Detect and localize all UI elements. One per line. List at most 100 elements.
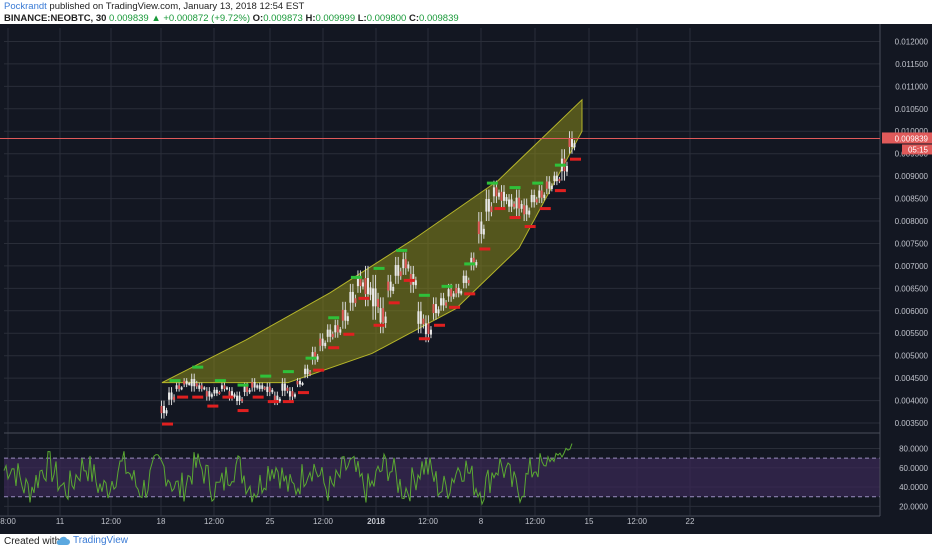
sell-signal (192, 395, 204, 399)
candle-body (190, 379, 193, 387)
candle-body (384, 316, 387, 324)
candle-body (374, 288, 377, 307)
candle-body (268, 386, 271, 393)
price-tick-label: 0.012000 (895, 37, 929, 46)
sell-signal (343, 332, 355, 336)
sell-signal (403, 278, 415, 282)
buy-signal (373, 266, 385, 270)
channel-fill (161, 98, 583, 384)
price-tick-label: 0.005500 (895, 329, 929, 338)
candle-body (417, 311, 420, 324)
candle-body (195, 383, 198, 387)
buy-signal (554, 163, 566, 167)
candle-body (321, 338, 324, 346)
candle-body (548, 181, 551, 189)
candle-body (452, 293, 455, 297)
sell-signal (509, 216, 521, 220)
sell-signal (373, 323, 385, 327)
time-tick-label: 12:00 (627, 517, 648, 526)
candle-body (445, 302, 448, 306)
candle-body (200, 385, 203, 389)
candle-body (351, 291, 354, 303)
price-axis[interactable]: 0.012000 0.011500 0.011000 0.010500 0.010000… (895, 37, 929, 428)
candle-body (480, 221, 483, 235)
sell-signal (554, 189, 566, 193)
chart-area[interactable]: 0.012000 0.011500 0.011000 0.010500 0.010000… (0, 24, 932, 534)
candle-body (553, 175, 556, 182)
price-tick-label: 0.008500 (895, 195, 929, 204)
publish-info: Pockrandt published on TradingView.com, … (4, 1, 304, 12)
open-label: O: (252, 13, 264, 24)
candle-body (286, 387, 289, 391)
candle-body (339, 329, 342, 333)
candle-body (528, 210, 531, 215)
sell-signal (328, 346, 340, 350)
candle-body (304, 368, 307, 375)
candle-body (246, 386, 249, 393)
candle-body (180, 387, 183, 390)
time-tick-label: 2018 (367, 517, 385, 526)
candle-body (364, 278, 367, 295)
candle-body (379, 308, 382, 323)
candle-body (487, 199, 490, 212)
buy-signal (486, 181, 498, 185)
candle-body (293, 394, 296, 397)
candle-body (213, 389, 216, 394)
time-tick-label: 8:00 (0, 517, 16, 526)
candle-body (256, 385, 259, 388)
candle-body (424, 323, 427, 335)
candle-body (513, 203, 516, 207)
candle-body (359, 277, 362, 287)
candle-body (210, 394, 213, 397)
candle-body (535, 199, 538, 203)
tradingview-label[interactable]: TradingView (73, 535, 129, 546)
price-chart-canvas[interactable]: 0.012000 0.011500 0.011000 0.010500 0.010000… (0, 24, 932, 534)
candle-body (397, 265, 400, 276)
sell-signal (479, 247, 491, 251)
symbol-label[interactable]: BINANCE:NEOBTC, 30 (4, 13, 107, 24)
author-link[interactable]: Pockrandt (4, 1, 47, 12)
candle-body (248, 389, 251, 393)
chart-footer: Created with TradingView (0, 534, 932, 550)
low-value: 0.009800 (366, 13, 407, 24)
candle-body (573, 143, 576, 148)
candle-body (319, 338, 322, 346)
price-tick-label: 0.011000 (895, 82, 928, 91)
tradingview-brand[interactable]: TradingView (56, 535, 128, 546)
time-tick-label: 12:00 (313, 517, 334, 526)
sell-signal (267, 400, 279, 404)
time-tick-label: 8 (479, 517, 484, 526)
candle-body (296, 380, 299, 385)
candle-body (389, 281, 392, 291)
price-tick-label: 0.006500 (895, 284, 929, 293)
countdown-value: 05:15 (908, 145, 929, 154)
countdown-tag (902, 144, 932, 155)
time-tick-label: 15 (585, 517, 594, 526)
sell-signal (388, 301, 400, 305)
buy-signal (328, 316, 340, 320)
candle-body (525, 205, 528, 215)
candle-body (462, 275, 465, 283)
rsi-axis[interactable]: 80.0000 60.0000 40.0000 20.0000 (899, 444, 928, 511)
candle-body (571, 137, 573, 147)
time-axis[interactable]: 8:00 11 12:00 18 12:00 25 12:00 2018 12:00 8 12:00… (0, 517, 695, 526)
candle-body (475, 262, 478, 266)
candle-body (168, 392, 171, 400)
candle-body (538, 190, 541, 198)
low-label: L: (357, 13, 367, 24)
sell-signal (298, 391, 309, 395)
candle-body (223, 385, 226, 389)
sell-signal (418, 337, 430, 341)
price-tick-label: 0.004000 (895, 397, 929, 406)
high-label: H: (305, 13, 316, 24)
candle-body (341, 309, 344, 321)
candle-body (273, 395, 276, 402)
candle-body (402, 259, 405, 269)
candle-body (427, 323, 430, 335)
sell-signal (207, 404, 219, 408)
sell-signal (162, 422, 173, 426)
buy-signal (509, 186, 521, 190)
sell-signal (570, 157, 581, 161)
buy-signal (305, 356, 317, 360)
candle-body (193, 379, 196, 387)
